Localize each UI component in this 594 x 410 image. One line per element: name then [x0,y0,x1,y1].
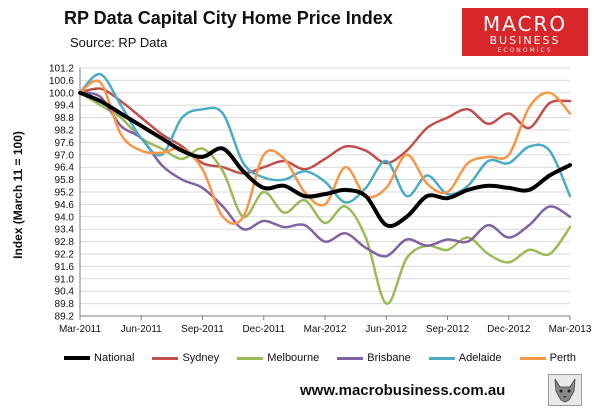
legend-swatch [64,356,91,360]
x-tick-label: Sep-2011 [181,324,224,335]
footer-url: www.macrobusiness.com.au [300,382,506,399]
y-tick-label: 101.2 [49,64,74,75]
y-tick-label: 100.0 [49,88,74,99]
series-line-brisbane [78,91,572,258]
legend-swatch [428,356,455,360]
legend-label: Adelaide [458,352,502,364]
legend-label: National [94,352,135,364]
y-tick-label: 97.0 [55,150,75,161]
series-line-melbourne [78,91,572,305]
y-tick-label: 91.6 [55,262,75,273]
legend-label: Brisbane [367,352,411,364]
legend-swatch [519,356,546,360]
legend-swatch [152,356,179,360]
macrobusiness-logo: MACRO BUSINESS ECONOMICS [462,8,588,56]
y-tick-label: 99.4 [55,101,75,112]
x-tick-label: Dec-2012 [487,324,531,335]
legend-swatch [237,356,264,360]
y-tick-label: 91.0 [55,274,75,285]
x-tick-label: Jun-2011 [121,324,162,335]
y-tick-label: 95.8 [55,175,75,186]
y-tick-label: 97.6 [55,138,75,149]
y-tick-label: 89.8 [55,299,75,310]
series-line-sydney [78,87,572,175]
y-tick-label: 94.0 [55,212,75,223]
x-tick-label: Mar-2013 [549,324,592,335]
legend-item-perth: Perth [519,352,576,364]
chart-title: RP Data Capital City Home Price Index [64,8,393,28]
x-tick-label: Dec-2011 [242,324,285,335]
legend-item-adelaide: Adelaide [428,352,502,364]
legend-label: Sydney [182,352,220,364]
legend-label: Melbourne [267,352,320,364]
chart-legend: National Sydney Melbourne Brisbane Adelaide P… [55,348,585,368]
x-tick-label: Sep-2012 [426,324,470,335]
y-tick-label: 90.4 [55,287,75,298]
legend-item-brisbane: Brisbane [337,352,411,364]
chart-subtitle: Source: RP Data [70,35,168,50]
series-line-perth [78,79,572,225]
legend-item-sydney: Sydney [152,352,219,364]
x-tick-label: Mar-2012 [304,324,347,335]
series-line-national [78,90,572,228]
series-line-adelaide [78,72,572,204]
legend-label: Perth [549,352,576,364]
logo-line-1: MACRO [482,12,568,36]
y-tick-label: 100.6 [49,76,74,87]
y-tick-label: 89.2 [55,312,75,323]
y-tick-label: 95.2 [55,188,75,199]
logo-line-3: ECONOMICS [497,47,553,54]
x-tick-label: Mar-2011 [59,324,101,335]
y-tick-label: 98.2 [55,126,75,137]
y-tick-label: 98.8 [55,113,75,124]
x-tick-label: Jun-2012 [365,324,407,335]
legend-item-melbourne: Melbourne [237,352,319,364]
legend-item-national: National [64,352,134,364]
y-tick-label: 92.2 [55,250,75,261]
wolf-icon [548,374,582,406]
y-tick-label: 94.6 [55,200,75,211]
legend-swatch [337,356,364,360]
y-tick-label: 92.8 [55,237,75,248]
logo-line-2: BUSINESS [489,34,561,47]
y-tick-label: 93.4 [55,225,75,236]
y-tick-label: 96.4 [55,163,75,174]
